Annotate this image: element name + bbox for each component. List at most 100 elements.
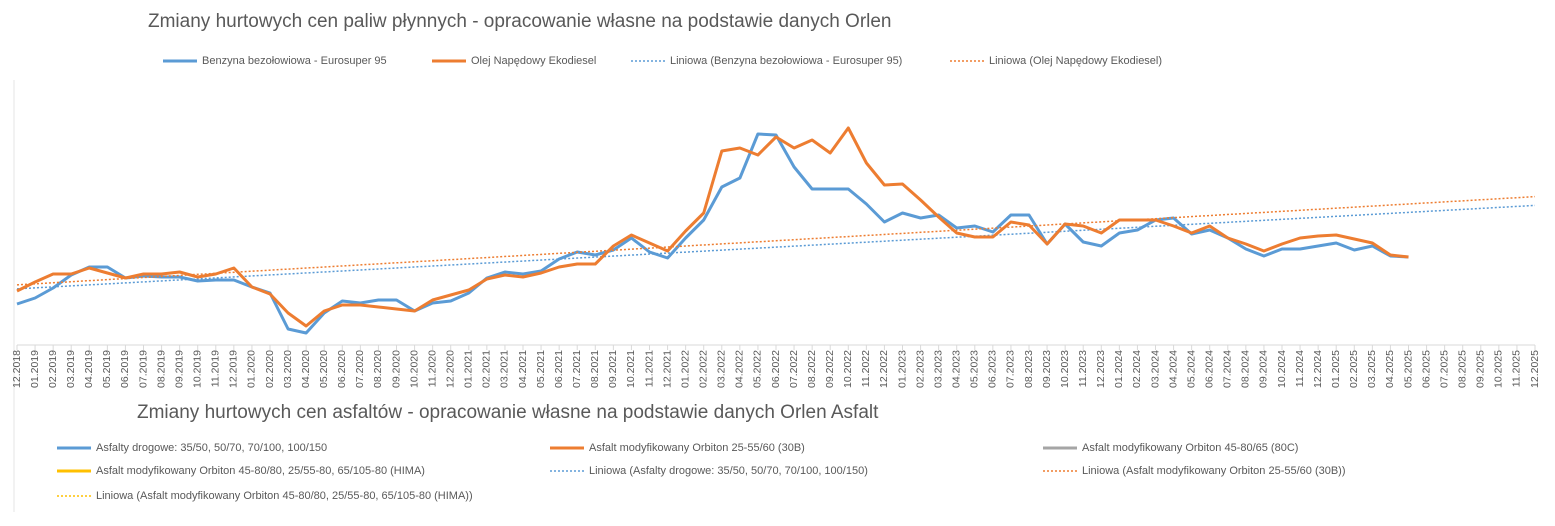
x-tick-label: 03.2020: [282, 350, 294, 388]
x-tick-label: 08.2025: [1456, 350, 1468, 388]
x-tick-label: 05.2019: [101, 350, 113, 388]
x-tick-label: 11.2025: [1511, 350, 1523, 387]
x-tick-label: 02.2020: [264, 350, 276, 388]
x-tick-label: 11.2020: [426, 350, 438, 387]
x-tick-label: 06.2020: [336, 350, 348, 388]
series-line: [16, 132, 1409, 335]
x-tick-label: 02.2021: [481, 350, 493, 388]
x-tick-label: 03.2023: [932, 350, 944, 388]
x-tick-label: 07.2022: [788, 350, 800, 388]
x-tick-label: 01.2019: [29, 350, 41, 388]
x-tick-label: 09.2023: [1041, 350, 1053, 388]
x-tick-label: 10.2023: [1059, 350, 1071, 388]
x-tick-label: 03.2022: [716, 350, 728, 388]
x-tick-label: 09.2019: [173, 350, 185, 388]
x-tick-label: 08.2020: [372, 350, 384, 388]
legend-label: Liniowa (Asfalt modyfikowany Orbiton 45-…: [96, 490, 473, 502]
legend-label: Benzyna bezołowiowa - Eurosuper 95: [202, 55, 387, 67]
x-tick-label: 12.2018: [11, 350, 23, 388]
trend-line: [16, 204, 1536, 290]
x-tick-label: 09.2021: [607, 350, 619, 388]
x-tick-label: 06.2021: [553, 350, 565, 388]
x-tick-label: 10.2022: [842, 350, 854, 388]
x-tick-label: 05.2021: [535, 350, 547, 388]
x-tick-label: 02.2022: [697, 350, 709, 388]
x-tick-label: 12.2022: [878, 350, 890, 388]
x-tick-label: 05.2024: [1185, 350, 1197, 388]
x-tick-label: 07.2023: [1005, 350, 1017, 388]
x-tick-label: 04.2023: [950, 350, 962, 388]
series-line: [16, 126, 1409, 328]
x-tick-label: 07.2020: [354, 350, 366, 388]
x-tick-label: 08.2023: [1023, 350, 1035, 388]
x-tick-label: 05.2022: [752, 350, 764, 388]
x-tick-label: 04.2025: [1384, 350, 1396, 388]
x-tick-label: 03.2024: [1149, 350, 1161, 388]
legend-label: Asfalt modyfikowany Orbiton 25-55/60 (30…: [589, 442, 805, 454]
x-tick-label: 11.2022: [860, 350, 872, 387]
x-tick-label: 07.2021: [571, 350, 583, 388]
x-tick-label: 10.2019: [191, 350, 203, 388]
x-tick-label: 05.2025: [1402, 350, 1414, 388]
x-tick-label: 02.2025: [1348, 350, 1360, 388]
x-tick-label: 12.2021: [661, 350, 673, 388]
x-tick-label: 01.2023: [896, 350, 908, 388]
legend-label: Liniowa (Asfalty drogowe: 35/50, 50/70, …: [589, 465, 868, 477]
x-tick-label: 04.2024: [1167, 350, 1179, 388]
x-tick-label: 06.2024: [1203, 350, 1215, 388]
x-tick-label: 06.2025: [1420, 350, 1432, 388]
x-tick-label: 10.2025: [1493, 350, 1505, 388]
legend-label: Asfalt modyfikowany Orbiton 45-80/80, 25…: [96, 465, 425, 477]
x-tick-label: 09.2020: [390, 350, 402, 388]
legend-label: Liniowa (Olej Napędowy Ekodiesel): [989, 55, 1162, 67]
x-tick-label: 12.2024: [1312, 350, 1324, 388]
x-tick-label: 11.2021: [643, 350, 655, 387]
x-tick-label: 06.2023: [987, 350, 999, 388]
x-tick-label: 08.2022: [806, 350, 818, 388]
x-tick-label: 10.2020: [408, 350, 420, 388]
x-tick-label: 04.2021: [517, 350, 529, 388]
x-tick-label: 11.2023: [1077, 350, 1089, 387]
x-tick-label: 01.2021: [463, 350, 475, 388]
x-tick-label: 05.2020: [318, 350, 330, 388]
legend-label: Olej Napędowy Ekodiesel: [471, 55, 596, 67]
x-tick-label: 02.2024: [1131, 350, 1143, 388]
x-tick-label: 08.2024: [1240, 350, 1252, 388]
x-tick-label: 10.2024: [1276, 350, 1288, 388]
x-tick-label: 12.2025: [1529, 350, 1541, 388]
x-tick-label: 11.2019: [210, 350, 222, 387]
x-tick-label: 09.2025: [1475, 350, 1487, 388]
x-tick-label: 02.2019: [47, 350, 59, 388]
chart-title: Zmiany hurtowych cen asfaltów - opracowa…: [137, 402, 879, 423]
x-tick-label: 04.2019: [83, 350, 95, 388]
x-tick-label: 03.2021: [499, 350, 511, 388]
x-tick-label: 03.2025: [1366, 350, 1378, 388]
x-tick-label: 12.2020: [444, 350, 456, 388]
legend-label: Liniowa (Benzyna bezołowiowa - Eurosuper…: [670, 55, 902, 67]
trend-line: [16, 195, 1536, 286]
x-tick-label: 02.2023: [914, 350, 926, 388]
x-tick-label: 06.2019: [119, 350, 131, 388]
x-tick-label: 03.2019: [65, 350, 77, 388]
x-tick-label: 07.2024: [1222, 350, 1234, 388]
x-tick-label: 07.2025: [1438, 350, 1450, 388]
x-tick-label: 01.2022: [679, 350, 691, 388]
x-tick-label: 10.2021: [625, 350, 637, 388]
x-tick-label: 04.2022: [734, 350, 746, 388]
x-tick-label: 12.2023: [1095, 350, 1107, 388]
x-tick-label: 05.2023: [969, 350, 981, 388]
x-tick-label: 04.2020: [300, 350, 312, 388]
x-tick-label: 12.2019: [228, 350, 240, 388]
x-tick-label: 01.2025: [1330, 350, 1342, 388]
legend-label: Asfalty drogowe: 35/50, 50/70, 70/100, 1…: [96, 442, 327, 454]
x-tick-label: 01.2024: [1113, 350, 1125, 388]
x-tick-label: 07.2019: [137, 350, 149, 388]
chart-title: Zmiany hurtowych cen paliw płynnych - op…: [148, 11, 892, 32]
x-tick-label: 09.2024: [1258, 350, 1270, 388]
legend-label: Liniowa (Asfalt modyfikowany Orbiton 25-…: [1082, 465, 1346, 477]
x-tick-label: 09.2022: [824, 350, 836, 388]
x-tick-label: 08.2021: [589, 350, 601, 388]
x-tick-label: 01.2020: [246, 350, 258, 388]
x-tick-label: 06.2022: [770, 350, 782, 388]
